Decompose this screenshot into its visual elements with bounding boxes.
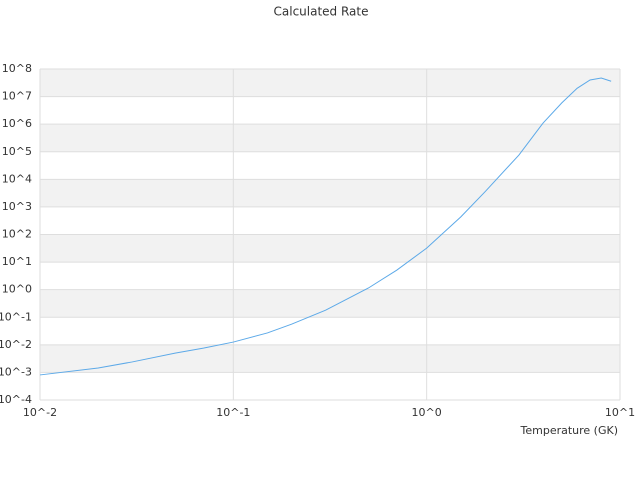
y-tick-label: 10^3: [2, 200, 32, 213]
y-tick-label: 10^-2: [0, 338, 32, 351]
grid-band: [40, 289, 620, 318]
y-tick-label: 10^7: [2, 90, 32, 103]
grid-band: [40, 234, 620, 263]
chart-title: Calculated Rate: [274, 5, 369, 19]
y-tick-label: 10^2: [2, 228, 32, 241]
grid-band: [40, 179, 620, 207]
x-tick-label: 10^-1: [216, 406, 250, 419]
y-tick-label: 10^5: [2, 145, 32, 158]
grid-band: [40, 69, 620, 97]
y-tick-label: 10^6: [2, 117, 32, 130]
x-tick-label: 10^0: [412, 406, 442, 419]
line: [39, 77, 612, 376]
grid-band: [40, 344, 620, 373]
x-tick-label: 10^-2: [23, 406, 57, 419]
y-tick-label: 10^0: [2, 283, 32, 296]
y-tick-label: 10^-3: [0, 365, 32, 378]
x-tick-label: 10^1: [605, 406, 635, 419]
x-axis-label: Temperature (GK): [520, 424, 619, 437]
y-tick-label: 10^1: [2, 255, 32, 268]
y-tick-label: 10^4: [2, 172, 32, 185]
y-tick-label: 10^-4: [0, 393, 32, 406]
y-tick-label: 10^-1: [0, 310, 32, 323]
y-tick-label: 10^8: [2, 62, 32, 75]
grid-band: [40, 124, 620, 152]
